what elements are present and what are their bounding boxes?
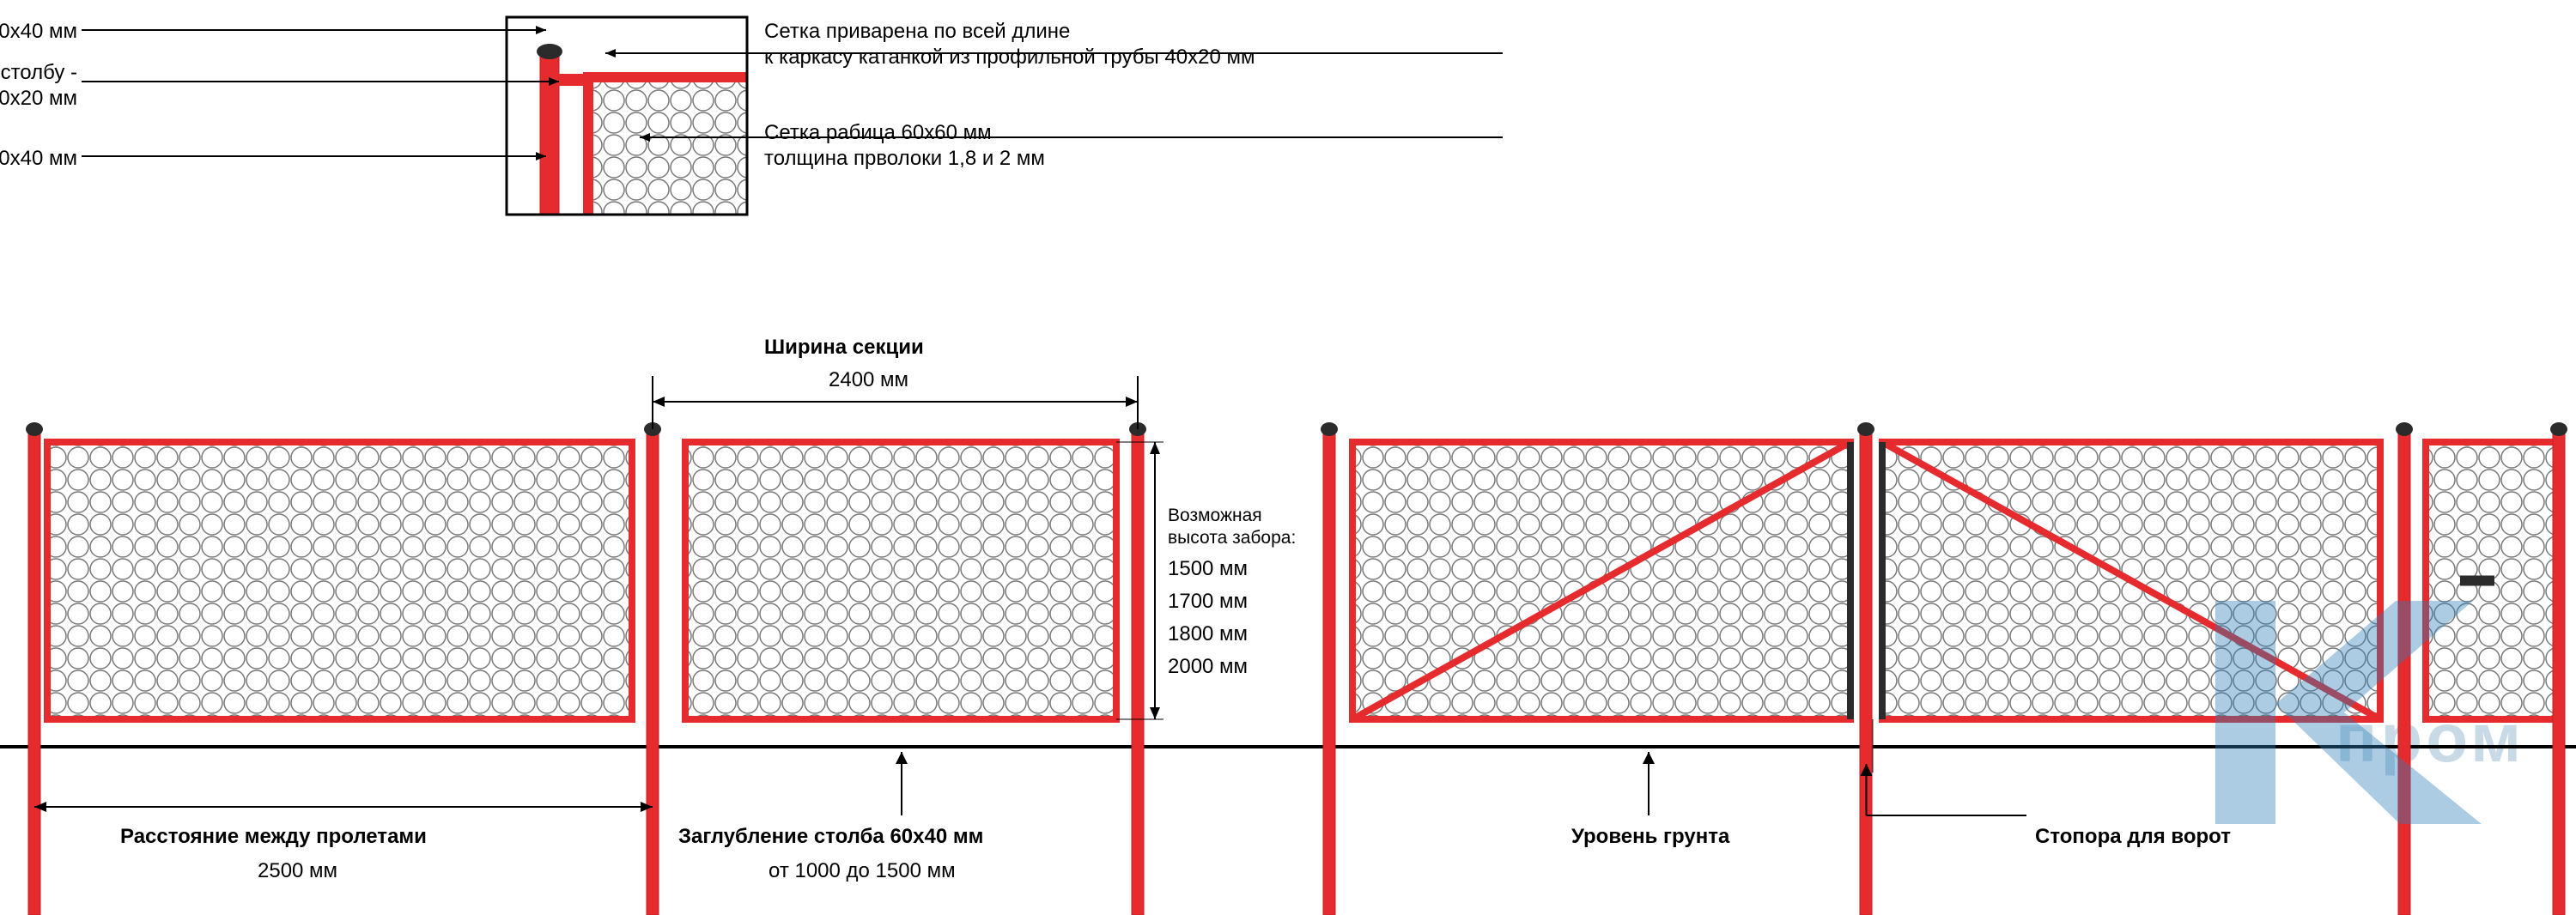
fence-diagram	[0, 0, 2576, 915]
